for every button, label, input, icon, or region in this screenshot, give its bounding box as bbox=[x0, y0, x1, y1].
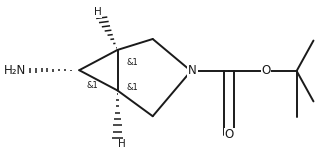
Text: H: H bbox=[94, 7, 101, 17]
Text: &1: &1 bbox=[87, 81, 99, 90]
Text: H₂N: H₂N bbox=[3, 64, 26, 77]
Text: N: N bbox=[188, 64, 197, 78]
Text: &1: &1 bbox=[126, 83, 138, 92]
Text: H: H bbox=[118, 139, 126, 149]
Text: O: O bbox=[225, 128, 234, 141]
Text: &1: &1 bbox=[126, 58, 138, 67]
Text: O: O bbox=[261, 64, 271, 78]
